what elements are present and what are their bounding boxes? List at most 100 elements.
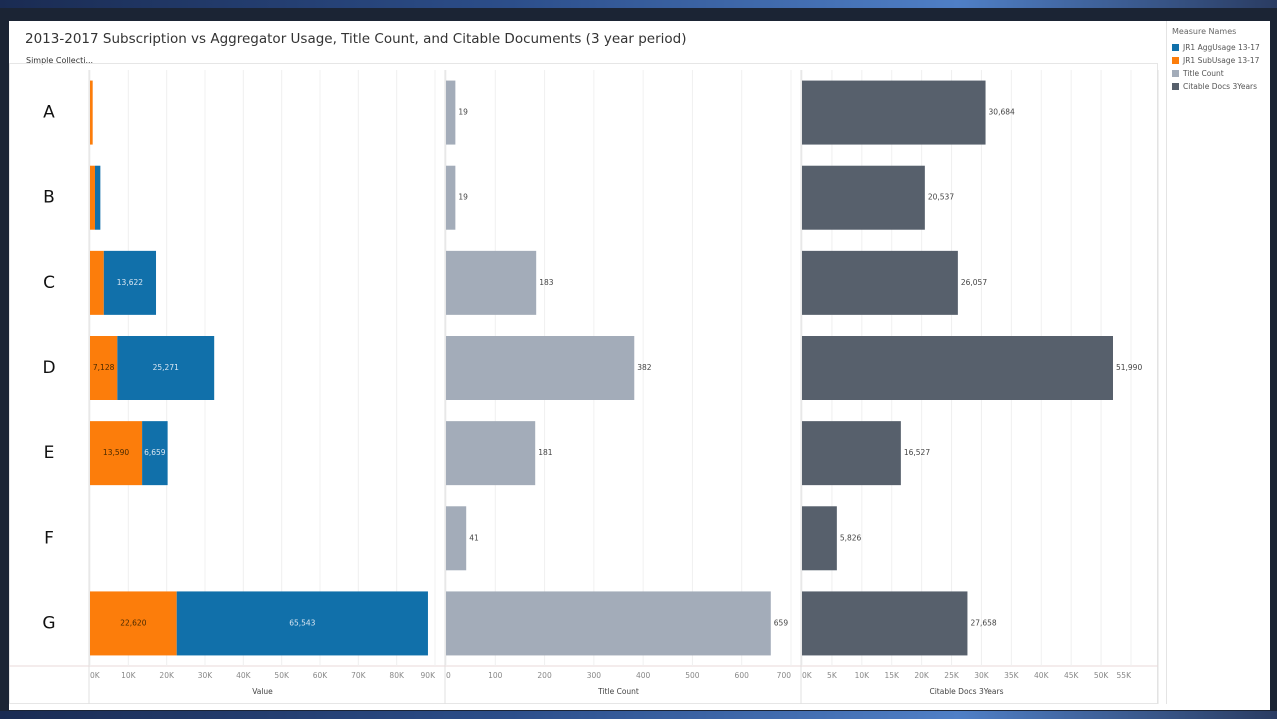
tick-label: 20K [159,671,175,680]
tick-label: 0K [802,671,813,680]
tick-label: 50K [274,671,290,680]
chart-title: 2013-2017 Subscription vs Aggregator Usa… [25,31,687,47]
tick-label: 400 [636,671,651,680]
bar-f-title-count[interactable] [446,506,467,571]
tick-label: 25K [944,671,960,680]
tick-label: 90K [421,671,437,680]
tick-label: 40K [236,671,252,680]
tick-label: 30K [974,671,990,680]
legend-swatch [1172,70,1179,77]
bar-c-citable-docs-3years[interactable] [802,250,958,315]
bar-b-citable-docs-3years[interactable] [802,165,925,230]
data-label: 659 [774,618,789,627]
bar-a-citable-docs-3years[interactable] [802,80,986,145]
bar-g-citable-docs-3years[interactable] [802,591,968,656]
data-label: 19 [458,193,468,202]
bar-d-jr1-subusage-13-17[interactable] [90,336,118,400]
bar-c-jr1-aggusage-13-17[interactable] [103,250,157,315]
data-label: 13,590 [103,448,129,457]
data-label: 27,658 [970,618,996,627]
bar-b-title-count[interactable] [446,165,456,230]
tick-label: 600 [735,671,750,680]
bar-g-jr1-aggusage-13-17[interactable] [176,591,428,656]
tick-label: 20K [914,671,930,680]
bar-e-jr1-aggusage-13-17[interactable] [142,421,168,486]
bar-b-jr1-aggusage-13-17[interactable] [94,165,101,230]
bar-g-title-count[interactable] [446,591,771,656]
tick-label: 30K [198,671,214,680]
bar-c-title-count[interactable] [446,250,537,315]
category-label-b: B [43,188,55,208]
data-label: 20,537 [928,193,954,202]
legend-title: Measure Names [1172,27,1237,36]
tick-label: 15K [884,671,900,680]
legend-item-agg-usage[interactable]: JR1 AggUsage 13-17 [1172,43,1260,52]
legend-item-citable-docs[interactable]: Citable Docs 3Years [1172,82,1257,91]
category-label-g: G [42,613,55,633]
legend: Measure Names JR1 AggUsage 13-17 JR1 Sub… [1166,21,1271,704]
data-label: 6,659 [144,448,166,457]
data-label: 41 [469,533,479,542]
filter-label[interactable]: Simple Collecti... [26,56,94,65]
bar-b-jr1-subusage-13-17[interactable] [90,165,95,230]
bar-e-jr1-subusage-13-17[interactable] [90,421,143,486]
tick-label: 500 [685,671,700,680]
tick-label: 10K [121,671,137,680]
tick-label: 5K [827,671,838,680]
data-label: 181 [538,448,553,457]
legend-label: JR1 AggUsage 13-17 [1183,43,1260,52]
top-accent-bar [0,0,1277,8]
legend-label: JR1 SubUsage 13-17 [1183,56,1260,65]
tick-label: 45K [1064,671,1080,680]
bar-d-citable-docs-3years[interactable] [802,336,1113,400]
data-label: 16,527 [904,448,930,457]
category-label-f: F [44,528,54,548]
tick-label: 200 [537,671,552,680]
axis-title: Title Count [597,687,639,696]
tick-label: 0K [90,671,101,680]
legend-swatch [1172,44,1179,51]
dashboard-panel: 2013-2017 Subscription vs Aggregator Usa… [9,21,1270,710]
data-label: 65,543 [289,618,315,627]
chart-area: A B C D E F G 0K 10K 20K 30K 40K 50K 60K 70K 80K 90K Valu… [9,63,1159,704]
axis-title: Value [252,687,273,696]
data-label: 26,057 [961,278,987,287]
data-label: 13,622 [117,278,143,287]
legend-item-sub-usage[interactable]: JR1 SubUsage 13-17 [1172,56,1259,65]
data-label: 7,128 [93,363,115,372]
bar-d-title-count[interactable] [446,336,635,400]
legend-item-title-count[interactable]: Title Count [1172,69,1224,78]
bar-g-jr1-subusage-13-17[interactable] [90,591,177,656]
tick-label: 50K [1094,671,1110,680]
tick-label: 70K [351,671,367,680]
tick-label: 35K [1004,671,1020,680]
legend-swatch [1172,57,1179,64]
bar-f-citable-docs-3years[interactable] [802,506,837,571]
tick-label: 700 [777,671,792,680]
tick-label: 55K [1117,671,1133,680]
bar-c-jr1-subusage-13-17[interactable] [90,250,104,315]
tick-label: 40K [1034,671,1050,680]
tick-label: 0 [446,671,451,680]
tick-label: 100 [488,671,503,680]
legend-label: Citable Docs 3Years [1183,82,1258,91]
data-label: 183 [539,278,554,287]
category-label-d: D [42,358,55,378]
data-label: 5,826 [840,533,862,542]
legend-swatch [1172,83,1179,90]
bar-a-title-count[interactable] [446,80,456,145]
legend-label: Title Count [1183,69,1224,78]
bar-e-citable-docs-3years[interactable] [802,421,901,486]
data-label: 22,620 [120,618,146,627]
bottom-accent-bar [0,711,1277,719]
data-label: 25,271 [153,363,179,372]
category-label-a: A [43,103,55,123]
bar-d-jr1-aggusage-13-17[interactable] [117,336,215,400]
category-label-e: E [44,443,55,463]
category-label-c: C [43,273,55,293]
tick-label: 80K [389,671,405,680]
bar-a-jr1-subusage-13-17[interactable] [90,80,93,145]
data-label: 30,684 [989,108,1015,117]
bar-e-title-count[interactable] [446,421,536,486]
